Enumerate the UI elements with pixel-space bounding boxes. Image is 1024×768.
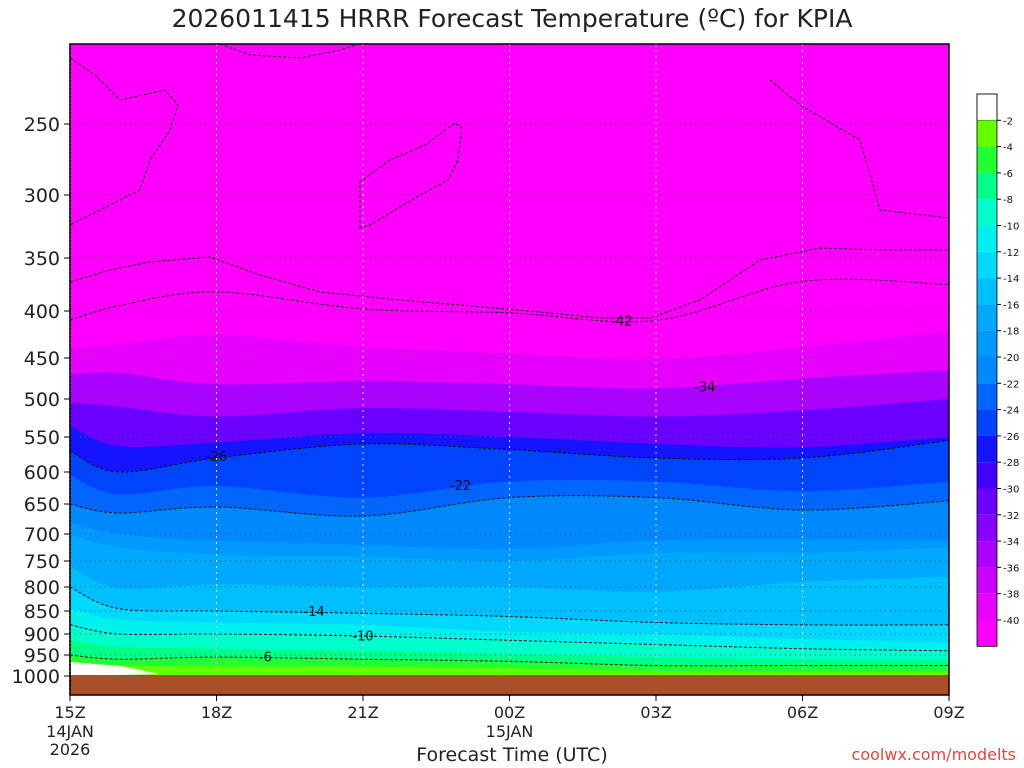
- colorbar-swatch: [977, 409, 997, 436]
- colorbar-swatch: [977, 278, 997, 305]
- colorbar-border: [976, 93, 998, 647]
- contour-label: -22: [450, 479, 471, 494]
- colorbar-swatch: [977, 514, 997, 542]
- colorbar-swatch: [977, 488, 997, 515]
- colorbar-swatch: [977, 120, 997, 147]
- x-tick-label: 18Z: [201, 703, 232, 722]
- colorbar-swatch: [977, 541, 997, 568]
- contour-label-layer: -42 -34 -26 -22 -14 -10 -6: [206, 314, 716, 665]
- contour-label: -14: [304, 605, 325, 620]
- x-tick-sublabel: 15JAN: [486, 722, 534, 741]
- colorbar-label: -24: [1003, 406, 1019, 417]
- x-tick-label: 06Z: [787, 703, 818, 722]
- y-tick-label: 400: [24, 301, 60, 323]
- colorbar-label: -12: [1003, 248, 1019, 259]
- y-tick-label: 900: [24, 624, 60, 646]
- upper-contour: [219, 44, 361, 59]
- x-tick-label: 09Z: [933, 703, 964, 722]
- y-tick-label: 650: [24, 494, 60, 516]
- colorbar-label: -6: [1003, 169, 1013, 180]
- x-axis-label: Forecast Time (UTC): [416, 744, 608, 766]
- contour-label: -6: [259, 650, 272, 665]
- warm-sliver: [70, 662, 160, 676]
- colorbar-swatch: [977, 251, 997, 279]
- contour-label: -26: [206, 450, 227, 465]
- colorbar-swatch: [977, 199, 997, 226]
- isotherm-contour: [70, 654, 949, 667]
- y-tick-label: 700: [24, 524, 60, 546]
- isotherm-contour: [70, 440, 949, 473]
- colorbar-label: -40: [1003, 616, 1019, 627]
- y-tick-label: 950: [24, 645, 60, 667]
- y-tick-label: 750: [24, 551, 60, 573]
- contour-label: -34: [694, 381, 715, 396]
- colorbar-swatch: [977, 567, 997, 594]
- upper-contour: [70, 247, 949, 319]
- x-tick-sublabel: 2026: [50, 740, 91, 759]
- chart-title: 2026011415 HRRR Forecast Temperature (ºC…: [171, 4, 853, 33]
- y-tick-label: 1000: [12, 666, 60, 688]
- y-tick-label: 350: [24, 248, 60, 270]
- colorbar-swatch: [977, 304, 997, 331]
- y-tick-label: 450: [24, 348, 60, 370]
- y-tick-label: 550: [24, 427, 60, 449]
- colorbar-label: -4: [1003, 143, 1013, 154]
- x-tick-label: 15Z: [54, 703, 85, 722]
- colorbar-swatch: [977, 383, 997, 410]
- x-tick-label: 00Z: [494, 703, 525, 722]
- colorbar-label: -22: [1003, 379, 1019, 390]
- x-tick-label: 03Z: [640, 703, 671, 722]
- colorbar-swatch: [977, 225, 997, 252]
- colorbar-swatch: [977, 146, 997, 173]
- colorbar-label: -28: [1003, 458, 1019, 469]
- colorbar-top-swatch: [976, 93, 998, 121]
- y-tick-label: 300: [24, 185, 60, 207]
- colorbar-label: -2: [1003, 116, 1013, 127]
- colorbar-label: -20: [1003, 353, 1019, 364]
- y-tick-label: 250: [24, 114, 60, 136]
- upper-contour: [359, 122, 463, 229]
- colorbar-swatch: [977, 462, 997, 489]
- upper-contour: [769, 79, 949, 219]
- y-tick-label: 800: [24, 577, 60, 599]
- colorbar-label: -8: [1003, 195, 1013, 206]
- y-tick-label: 850: [24, 601, 60, 623]
- x-tick-label: 21Z: [347, 703, 378, 722]
- ground-below-surface: [70, 675, 949, 695]
- upper-contour: [70, 57, 179, 226]
- colorbar: -2 -4 -6 -8 -10 -12 -14 -16 -18 -20 -22 -24 -26 -28 -3…: [976, 93, 1019, 647]
- contour-label: -42: [611, 314, 632, 329]
- colorbar-label: -36: [1003, 563, 1019, 574]
- colorbar-label: -26: [1003, 432, 1019, 443]
- colorbar-swatch: [977, 330, 997, 357]
- colorbar-label: -16: [1003, 300, 1019, 311]
- colorbar-label: -18: [1003, 327, 1019, 338]
- y-tick-label: 500: [24, 389, 60, 411]
- colorbar-label: -32: [1003, 511, 1019, 522]
- isotherm-contour: [70, 278, 949, 323]
- x-tick-sublabel: 14JAN: [46, 722, 94, 741]
- contour-label: -10: [352, 629, 373, 644]
- colorbar-swatch: [977, 435, 997, 463]
- colorbar-swatch: [977, 357, 997, 384]
- isotherm-contour: [70, 586, 949, 626]
- colorbar-label: -34: [1003, 537, 1019, 548]
- credit-link[interactable]: coolwx.com/modelts: [851, 745, 1016, 764]
- colorbar-label: -30: [1003, 485, 1019, 496]
- axes-layer: 2503003504004505005506006507007508008509…: [12, 43, 965, 759]
- colorbar-label: -38: [1003, 590, 1019, 601]
- y-tick-label: 600: [24, 462, 60, 484]
- isotherm-contour: [70, 624, 949, 652]
- colorbar-label: -10: [1003, 222, 1019, 233]
- contour-layer: [70, 44, 949, 667]
- colorbar-swatch: [977, 172, 997, 200]
- colorbar-label: -14: [1003, 274, 1019, 285]
- colorbar-swatch: [977, 593, 997, 620]
- colorbar-swatch: [977, 620, 997, 647]
